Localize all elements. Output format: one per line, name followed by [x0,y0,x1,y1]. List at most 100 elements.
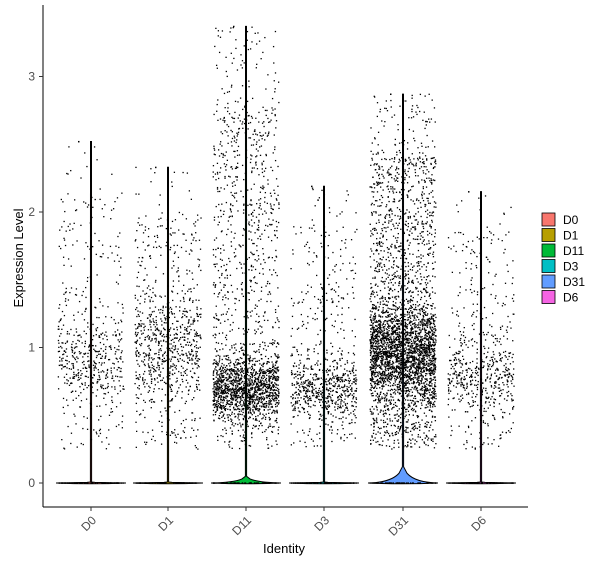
data-point [219,190,221,193]
data-point [86,482,88,484]
data-point [306,411,309,413]
data-point [229,349,231,351]
data-point [276,398,278,400]
data-point [80,377,82,379]
data-point [423,393,426,395]
data-point [230,27,232,29]
data-point [247,425,249,428]
data-point [217,393,220,395]
data-point [244,405,246,408]
data-point [250,239,253,241]
data-point [108,429,110,431]
data-point [241,67,244,69]
data-point [355,369,357,372]
data-point [433,397,436,399]
data-point [237,374,239,376]
data-point [101,387,103,389]
data-point [234,137,236,139]
data-point [171,181,173,183]
data-point [172,369,174,371]
data-point [139,224,141,226]
data-point [371,435,373,437]
data-point [413,355,415,357]
data-point [327,411,330,414]
data-point [150,326,152,328]
data-point [344,403,347,405]
data-point [236,391,238,393]
data-point [225,269,227,272]
data-point [93,374,95,377]
data-point [149,255,151,258]
data-point [342,373,345,375]
data-point [343,439,345,442]
data-point [331,374,334,376]
data-point [189,341,191,343]
data-point [251,398,254,401]
data-point [144,325,146,328]
data-point [154,306,157,308]
data-point [277,357,279,359]
data-point [111,396,113,398]
data-point [215,403,217,406]
data-point [308,383,310,385]
data-point [221,203,223,205]
data-point [121,331,123,333]
data-point [328,274,331,276]
data-point [262,268,264,270]
data-point [66,340,69,342]
data-point [264,229,266,231]
data-point [71,347,73,349]
data-point [269,418,271,421]
data-point [218,368,221,371]
data-point [353,297,355,299]
data-point [218,375,221,377]
data-point [355,397,357,399]
data-point [332,384,334,387]
data-point [191,359,193,361]
data-point [261,326,263,328]
data-point [235,370,237,372]
data-point [275,384,278,386]
data-point [227,392,229,395]
data-point [229,390,231,392]
data-point [222,367,224,369]
data-point [333,375,335,378]
data-point [96,433,98,435]
data-point [236,384,238,386]
data-point [224,405,227,407]
data-point [235,405,238,407]
data-point [100,333,102,335]
data-point [227,372,229,375]
data-point [224,368,226,371]
data-point [275,256,278,258]
data-point [160,308,162,311]
data-point [326,368,329,370]
data-point [199,417,201,419]
data-point [94,232,96,235]
data-point [248,417,250,420]
data-point [301,406,303,409]
data-point [276,375,279,378]
data-point [176,244,179,247]
data-point [234,184,236,186]
data-point [265,114,267,117]
data-point [295,365,298,367]
data-point [243,333,245,335]
data-point [335,416,337,418]
data-point [268,131,270,133]
data-point [226,159,229,161]
data-point [212,374,214,376]
data-point [74,358,77,361]
data-point [136,276,138,279]
data-point [191,233,193,235]
data-point [136,246,139,249]
data-point [222,366,224,369]
data-point [212,409,215,412]
data-point [237,362,239,365]
data-point [250,213,253,216]
data-point [95,367,97,369]
data-point [267,387,269,390]
data-point [155,370,157,372]
data-point [148,336,151,338]
data-point [240,388,242,391]
